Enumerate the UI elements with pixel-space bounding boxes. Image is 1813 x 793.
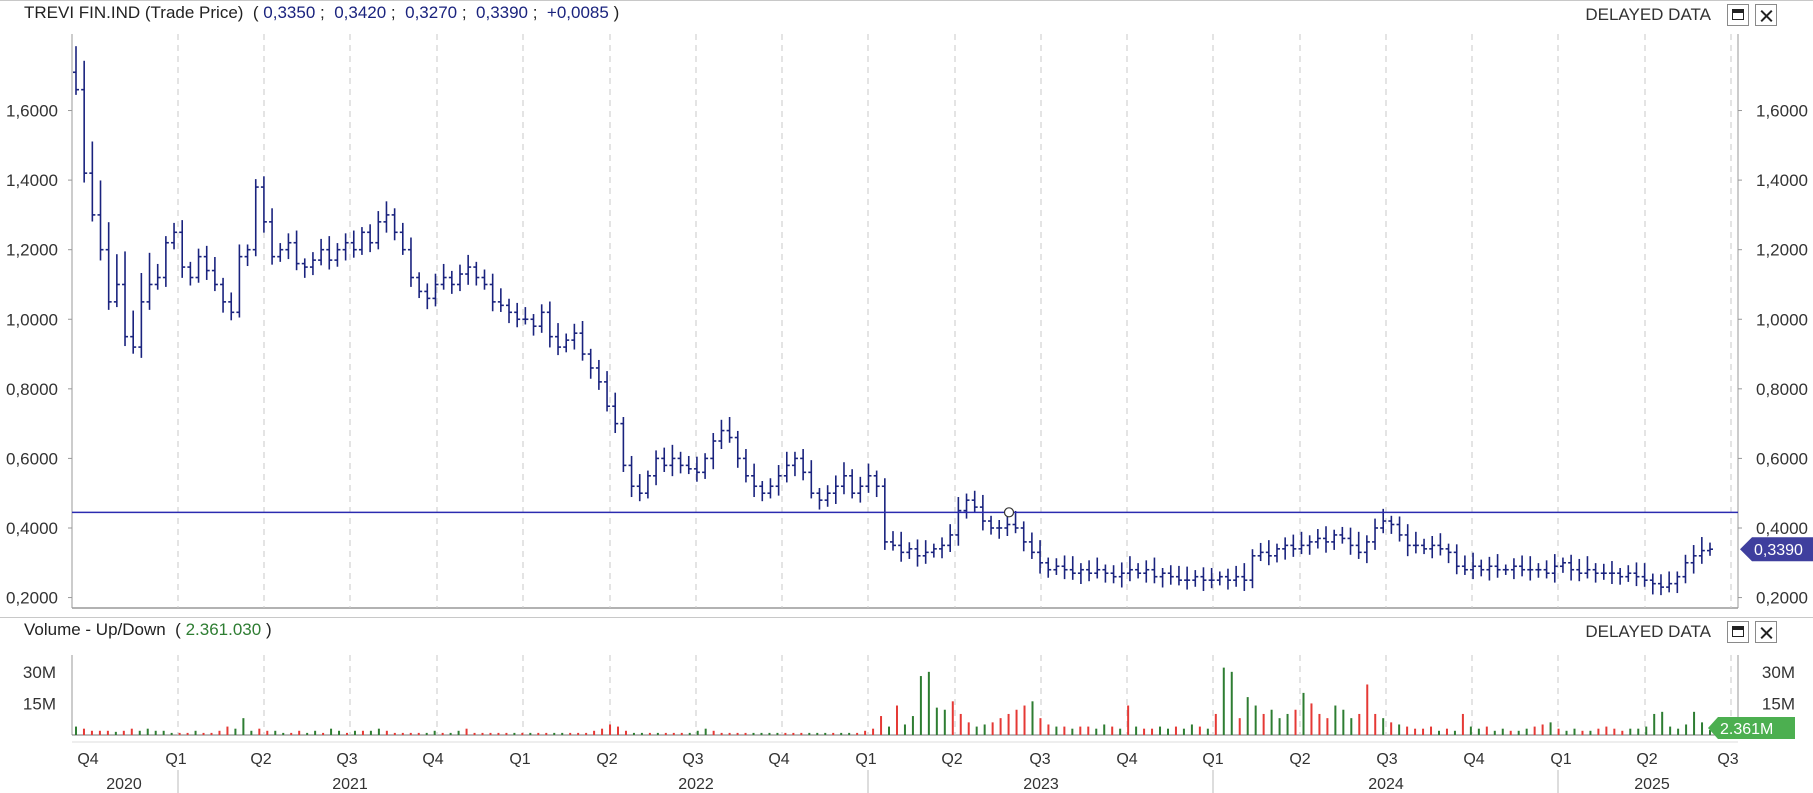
quarter-tick-label: Q3: [1029, 751, 1050, 768]
quarter-tick-label: Q2: [941, 751, 962, 768]
price-tick-label-right: 1,2000: [1756, 241, 1808, 260]
volume-delayed-label: DELAYED DATA: [1585, 622, 1711, 641]
volume-tick-label-right: 15M: [1762, 694, 1795, 713]
quarter-tick-label: Q3: [1376, 751, 1397, 768]
last-price-badge: [1740, 537, 1813, 562]
quarter-tick-label: Q1: [509, 751, 530, 768]
high-value: 0,3420: [334, 3, 387, 22]
volume-panel: Volume - Up/Down ( 2.361.030 ) DELAYED D…: [0, 617, 1813, 738]
quarter-tick-label: Q3: [1717, 751, 1738, 768]
quarter-tick-label: Q1: [855, 751, 876, 768]
volume-title: Volume - Up/Down: [24, 620, 166, 639]
price-tick-label-left: 1,0000: [6, 310, 58, 329]
quarter-tick-label: Q1: [165, 751, 186, 768]
year-tick-label: 2024: [1368, 776, 1404, 793]
price-tick-label-right: 1,0000: [1756, 310, 1808, 329]
price-tick-label-left: 1,6000: [6, 102, 58, 121]
price-delayed-label: DELAYED DATA: [1585, 5, 1711, 24]
quarter-tick-label: Q4: [77, 751, 98, 768]
price-tick-label-right: 1,4000: [1756, 171, 1808, 190]
price-tick-label-right: 1,6000: [1756, 102, 1808, 121]
quarter-tick-label: Q4: [422, 751, 443, 768]
volume-tick-label-left: 30M: [23, 663, 56, 682]
instrument-name: TREVI FIN.IND (Trade Price): [24, 3, 244, 22]
quarter-tick-label: Q1: [1202, 751, 1223, 768]
volume-maximize-icon[interactable]: [1727, 621, 1749, 643]
volume-tick-label-left: 15M: [23, 694, 56, 713]
volume-tick-label-right: 30M: [1762, 663, 1795, 682]
quarter-tick-label: Q1: [1550, 751, 1571, 768]
quarter-tick-label: Q4: [1463, 751, 1484, 768]
price-panel: TREVI FIN.IND (Trade Price) ( 0,3350 ; 0…: [0, 0, 1813, 615]
year-tick-label: 2020: [106, 776, 142, 793]
quarter-tick-label: Q2: [250, 751, 271, 768]
quarter-tick-label: Q2: [1289, 751, 1310, 768]
quarter-tick-label: Q4: [768, 751, 789, 768]
close-value: 0,3390: [476, 3, 529, 22]
price-tick-label-left: 1,4000: [6, 171, 58, 190]
price-tick-label-left: 1,2000: [6, 241, 58, 260]
volume-close-icon[interactable]: [1755, 621, 1777, 643]
price-close-icon[interactable]: [1755, 4, 1777, 26]
price-tick-label-right: 0,6000: [1756, 449, 1808, 468]
last-volume-badge-label: 2.361M: [1720, 721, 1773, 738]
price-tick-label-left: 0,8000: [6, 380, 58, 399]
year-tick-label: 2025: [1634, 776, 1670, 793]
price-tick-label-right: 0,4000: [1756, 519, 1808, 538]
volume-panel-title: Volume - Up/Down ( 2.361.030 ): [24, 620, 272, 639]
quarter-tick-label: Q3: [336, 751, 357, 768]
change-value: +0,0085: [546, 3, 609, 22]
price-tick-label-right: 0,2000: [1756, 589, 1808, 608]
price-panel-title: TREVI FIN.IND (Trade Price) ( 0,3350 ; 0…: [24, 3, 620, 22]
last-price-badge-label: 0,3390: [1754, 542, 1803, 559]
horizontal-line-handle: [1003, 507, 1015, 518]
quarter-tick-label: Q3: [682, 751, 703, 768]
quarter-tick-label: Q2: [596, 751, 617, 768]
year-tick-label: 2022: [678, 776, 714, 793]
year-tick-label: 2023: [1023, 776, 1059, 793]
price-tick-label-right: 0,8000: [1756, 380, 1808, 399]
price-tick-label-left: 0,6000: [6, 449, 58, 468]
open-value: 0,3350: [263, 3, 316, 22]
year-tick-label: 2021: [332, 776, 368, 793]
quarter-tick-label: Q2: [1636, 751, 1657, 768]
price-tick-label-left: 0,4000: [6, 519, 58, 538]
quarter-tick-label: Q4: [1116, 751, 1137, 768]
price-maximize-icon[interactable]: [1727, 4, 1749, 26]
low-value: 0,3270: [405, 3, 458, 22]
last-volume-badge: [1708, 717, 1795, 740]
volume-value: 2.361.030: [185, 620, 262, 639]
price-tick-label-left: 0,2000: [6, 589, 58, 608]
